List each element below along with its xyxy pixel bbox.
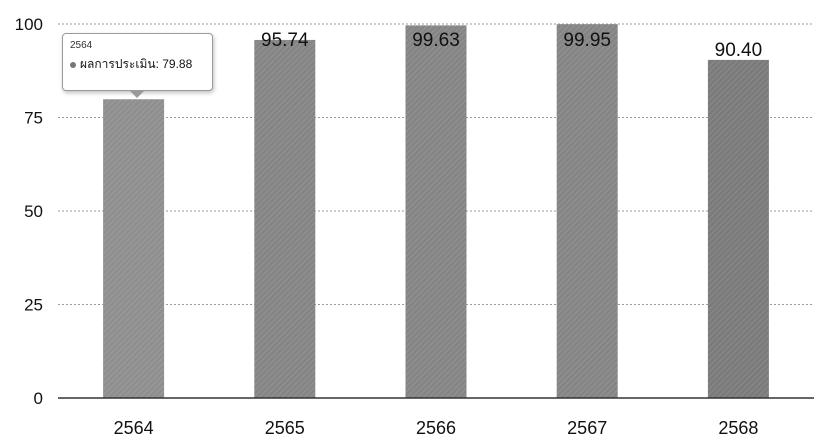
bar-value-label: 99.95 xyxy=(563,30,611,51)
bar-value-label: 99.63 xyxy=(412,30,460,51)
bar-texture xyxy=(707,59,769,399)
gridlines xyxy=(58,23,814,305)
y-tick-label: 100 xyxy=(15,15,43,34)
tooltip-title: 2564 xyxy=(70,40,93,51)
bar-value-label: 90.40 xyxy=(715,40,763,61)
y-tick-label: 75 xyxy=(24,109,43,128)
x-tick-label: 2567 xyxy=(567,418,607,438)
x-axis-ticks: 2564 2565 2566 2567 2568 xyxy=(114,418,759,438)
bar-value-label: 95.74 xyxy=(261,30,309,51)
bar-texture xyxy=(254,39,316,398)
x-tick-label: 2564 xyxy=(114,418,154,438)
bar-texture xyxy=(405,25,467,399)
x-tick-label: 2566 xyxy=(416,418,456,438)
x-tick-label: 2568 xyxy=(718,418,758,438)
bar-texture xyxy=(556,24,618,398)
y-tick-label: 0 xyxy=(34,389,43,408)
tooltip: 2564 ผลการประเมิน: 79.88 xyxy=(62,33,213,98)
bar-texture xyxy=(103,99,165,398)
y-axis-ticks: 0 25 50 75 100 xyxy=(15,15,43,408)
tooltip-value: 79.88 xyxy=(162,57,193,71)
bars xyxy=(103,24,769,399)
data-labels: 95.74 99.63 99.95 90.40 xyxy=(261,30,762,61)
tooltip-row: ผลการประเมิน: 79.88 xyxy=(70,55,205,73)
tooltip-series-name: ผลการประเมิน xyxy=(80,57,156,71)
y-tick-label: 25 xyxy=(24,296,43,315)
y-tick-label: 50 xyxy=(24,202,43,221)
x-tick-label: 2565 xyxy=(265,418,305,438)
series-dot-icon xyxy=(70,61,76,68)
